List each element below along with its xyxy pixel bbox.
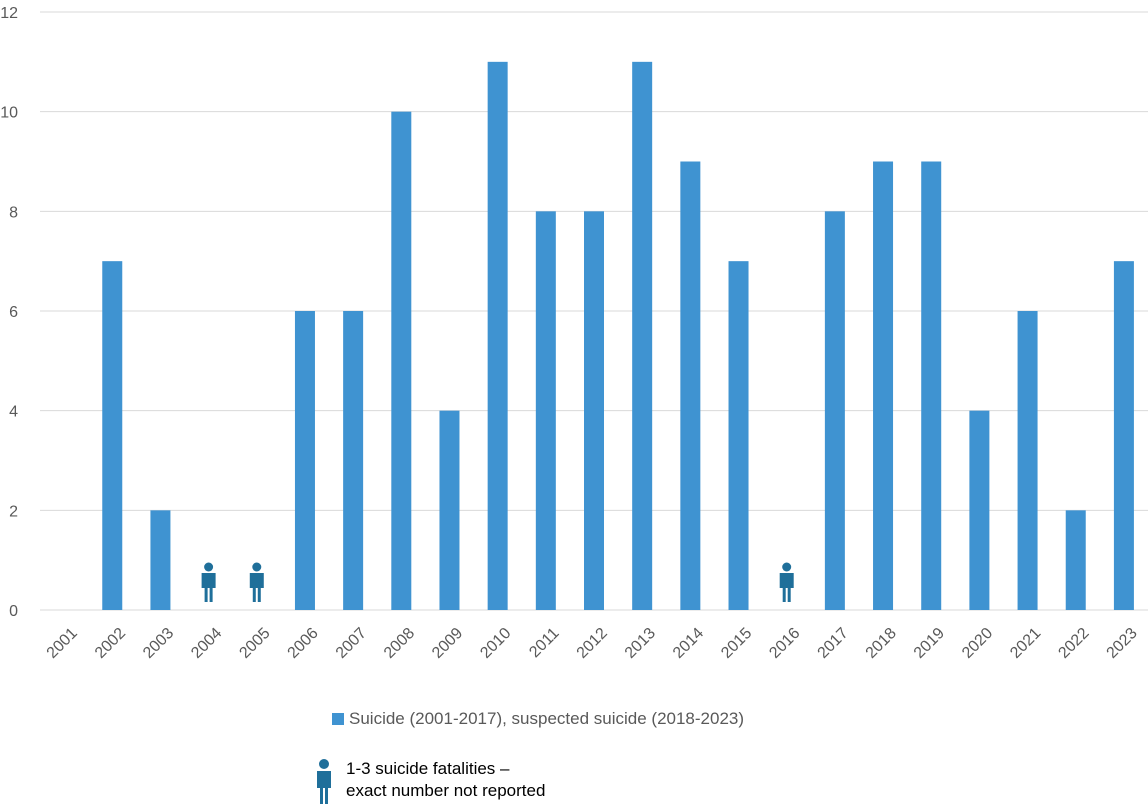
y-tick-label: 10 [0, 105, 18, 122]
bar-2012 [584, 211, 604, 611]
bar-2017 [824, 211, 845, 611]
x-tick-label: 2006 [285, 625, 322, 662]
bar-2021 [1017, 311, 1038, 610]
legend-note-label: 1-3 suicide fatalities – exact number no… [346, 759, 546, 800]
x-tick-label: 2021 [1007, 625, 1044, 662]
x-tick-label: 2007 [333, 625, 370, 662]
person-icon [779, 562, 794, 602]
bar-2011 [535, 211, 556, 611]
bar-2013 [632, 61, 653, 611]
x-tick-label: 2013 [622, 625, 659, 662]
x-tick-label: 2015 [718, 625, 755, 662]
x-axis-ticks: 2001 2002 2003 2004 2005 2006 2007 2008 2009 2010… [44, 625, 1141, 662]
x-tick-label: 2001 [44, 625, 81, 662]
x-tick-label: 2005 [236, 625, 273, 662]
bar-2018 [873, 161, 894, 610]
person-icon [201, 562, 216, 602]
bar-2019 [921, 161, 942, 610]
bar-2023 [1113, 261, 1134, 610]
x-tick-label: 2014 [670, 625, 707, 662]
legend: Suicide (2001-2017), suspected suicide (… [332, 709, 744, 729]
x-tick-label: 2009 [429, 625, 466, 662]
x-tick-label: 2022 [1055, 625, 1092, 662]
bar-2008 [391, 111, 412, 611]
x-tick-label: 2018 [863, 625, 900, 662]
y-tick-label: 8 [9, 204, 18, 221]
bar-2022 [1065, 510, 1086, 610]
y-tick-label: 4 [9, 404, 18, 421]
bar-2020 [969, 410, 990, 610]
x-tick-label: 2003 [140, 625, 177, 662]
bar-2009 [439, 410, 460, 610]
x-tick-label: 2004 [188, 625, 225, 662]
bar-2007 [343, 311, 364, 610]
x-tick-label: 2008 [381, 625, 418, 662]
bars [102, 61, 1134, 611]
x-tick-label: 2002 [92, 625, 129, 662]
legend-series-label: Suicide (2001-2017), suspected suicide (… [349, 709, 745, 728]
unreported-markers [201, 562, 794, 602]
y-tick-label: 6 [9, 304, 18, 321]
y-tick-label: 2 [9, 503, 18, 520]
legend-swatch [332, 713, 344, 725]
x-tick-label: 2019 [911, 625, 948, 662]
bar-2002 [102, 261, 123, 610]
bar-2015 [728, 261, 749, 610]
y-tick-label: 12 [0, 5, 18, 22]
bar-2006 [294, 311, 315, 610]
x-tick-label: 2010 [477, 625, 514, 662]
x-tick-label: 2012 [574, 625, 611, 662]
bar-2014 [680, 161, 701, 610]
x-tick-label: 2017 [815, 625, 852, 662]
person-icon [249, 562, 264, 602]
x-tick-label: 2011 [526, 625, 562, 661]
bar-2003 [150, 510, 171, 610]
y-tick-label: 0 [9, 603, 18, 620]
person-icon [317, 759, 331, 804]
legend-note: 1-3 suicide fatalities – exact number no… [314, 758, 546, 804]
bar-2010 [487, 61, 508, 611]
y-axis-ticks: 0 2 4 6 8 10 12 [0, 5, 18, 620]
x-tick-label: 2020 [959, 625, 996, 662]
x-tick-label: 2016 [766, 625, 803, 662]
x-tick-label: 2023 [1104, 625, 1141, 662]
